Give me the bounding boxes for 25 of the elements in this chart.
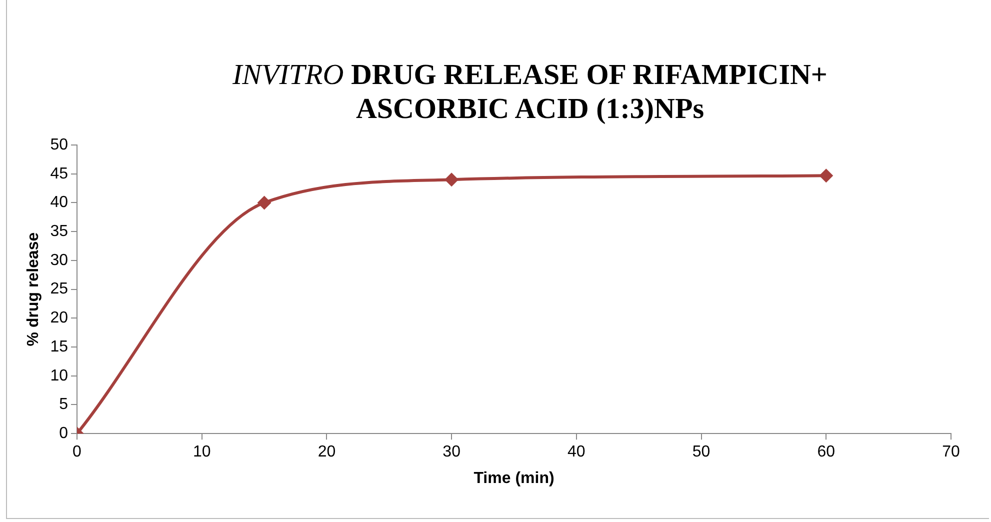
- y-tick-label: 50: [50, 136, 68, 154]
- point: [444, 172, 459, 187]
- x-tick-label: 60: [817, 444, 836, 461]
- chart-title: INVITRO DRUG RELEASE OF RIFAMPICIN+ ASCORBIC ACID (1:3)NPs: [231, 58, 828, 126]
- x-tick-label: 0: [72, 444, 82, 461]
- point: [257, 196, 272, 210]
- x-tick-label: 70: [942, 444, 960, 461]
- y-tick-label: 30: [50, 252, 68, 269]
- x-tick-label: 20: [318, 444, 336, 461]
- y-tick-label: 5: [59, 396, 68, 414]
- y-tick-label: 25: [50, 280, 68, 298]
- x-tick-label: 30: [442, 444, 461, 461]
- point: [819, 168, 834, 183]
- y-tick-label: 20: [50, 310, 68, 327]
- y-tick-label: 45: [50, 165, 68, 182]
- y-tick-label: 15: [50, 338, 68, 356]
- y-tick-label: 10: [50, 367, 68, 384]
- y-tick-label: 0: [59, 425, 68, 442]
- y-tick-label: 35: [50, 222, 68, 240]
- x-tick-label: 10: [192, 444, 211, 461]
- y-axis-title: % drug release: [25, 232, 42, 346]
- y-tick-label: 40: [50, 194, 68, 212]
- x-tick-label: 50: [692, 444, 710, 461]
- x-tick-label: 40: [568, 444, 586, 461]
- x-axis-title: Time (min): [474, 470, 554, 487]
